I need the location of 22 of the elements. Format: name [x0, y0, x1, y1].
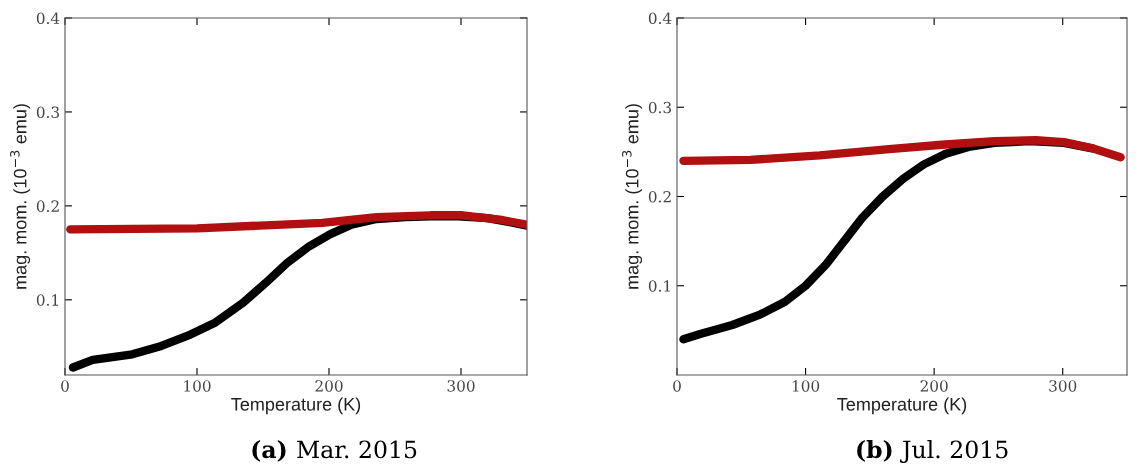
- text: (a) Mar. 2015: [252, 440, 417, 462]
- y-tick-label: 0.1: [648, 280, 670, 292]
- y-tick-label: 0.3: [36, 106, 60, 118]
- y-axis-title: mag. mom. (10$^{−3}$ emu): [10, 104, 31, 289]
- x-tick-label: 200: [920, 380, 948, 392]
- y-axis-title: mag. mom. (10$^{−3}$ emu): [622, 104, 643, 289]
- x-tick-label: 100: [792, 380, 820, 392]
- x-axis-title: Temperature (K): [837, 397, 967, 415]
- y-tick-label: 0.4: [648, 12, 672, 25]
- text: (b) Jul. 2015: [857, 440, 1008, 463]
- x-axis-title: Temperature (K): [231, 397, 361, 415]
- x-tick-label: 200: [315, 380, 343, 392]
- x-tick-label: 300: [447, 380, 475, 392]
- x-tick-label: 100: [184, 380, 211, 392]
- x-tick-label: 0: [61, 380, 69, 392]
- y-tick-label: 0.2: [648, 190, 671, 203]
- y-tick-label: 0.3: [648, 101, 672, 114]
- y-tick-label: 0.2: [36, 200, 59, 212]
- x-tick-label: 300: [1049, 380, 1077, 392]
- y-tick-label: 0.1: [36, 294, 58, 306]
- y-tick-label: 0.4: [36, 12, 60, 25]
- x-tick-label: 0: [673, 380, 681, 392]
